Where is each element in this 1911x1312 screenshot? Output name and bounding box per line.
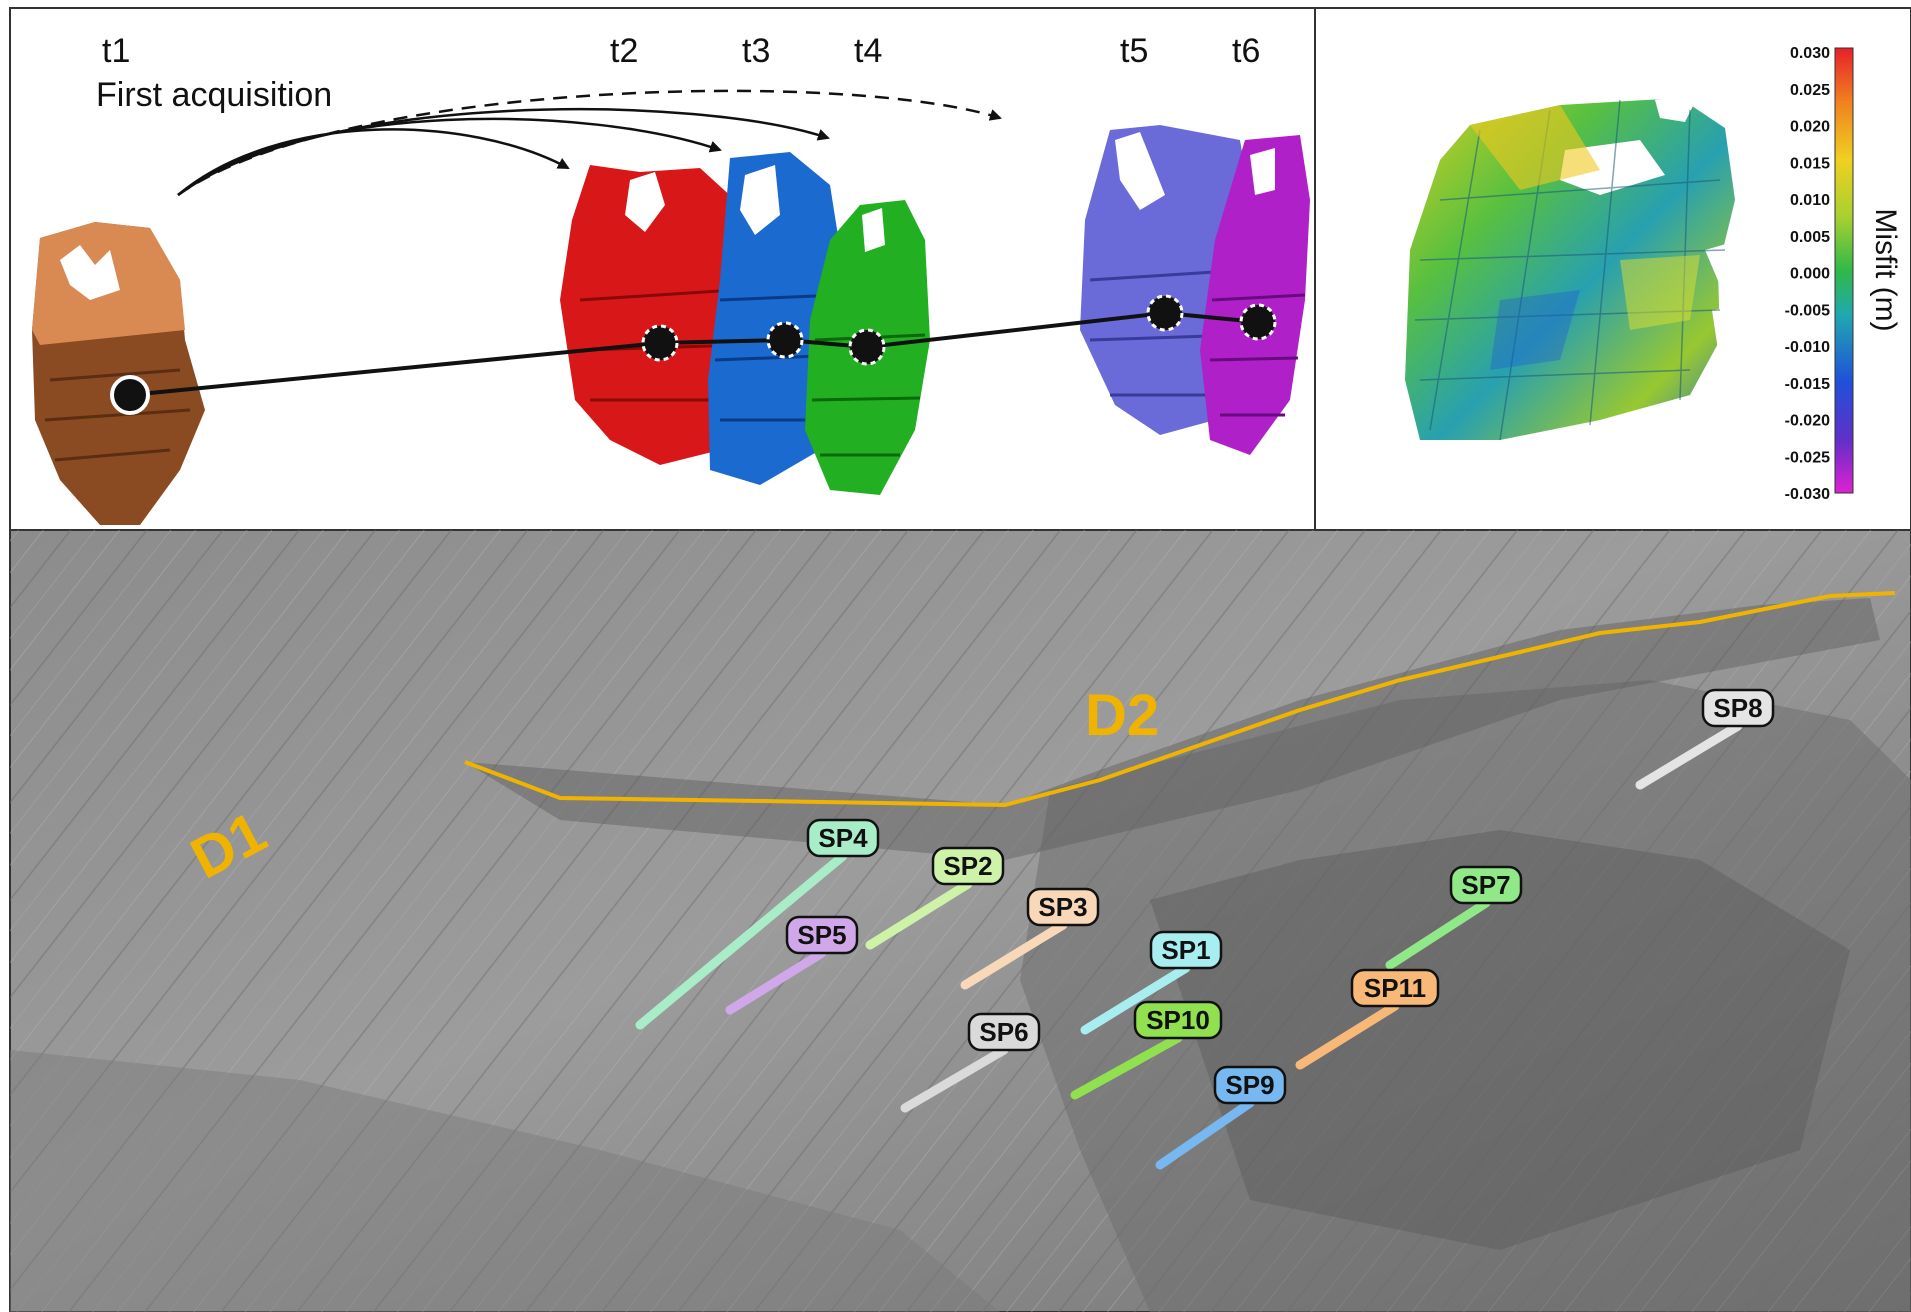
arrow-to-t4 — [177, 107, 830, 197]
colorbar-tick-label: 0.025 — [1790, 82, 1830, 99]
time-label-t3: t3 — [742, 32, 770, 70]
colorbar-ticks: 0.030 0.025 0.020 0.015 0.010 0.005 0.000 -0.00… — [1785, 45, 1830, 503]
point-t1 — [110, 375, 150, 415]
sensor-point-sp1: SP1 — [1080, 930, 1223, 1035]
point-t2 — [641, 324, 679, 362]
colorbar-tick-label: -0.020 — [1785, 413, 1830, 430]
first-acquisition-label: First acquisition — [96, 76, 332, 114]
sensor-label-text: SP9 — [1225, 1070, 1274, 1100]
sensor-label-box — [931, 846, 1005, 886]
sensor-label-text: SP5 — [797, 920, 846, 950]
sensor-label-box — [1350, 968, 1440, 1008]
sensor-point-sp2: SP2 — [865, 846, 1005, 950]
colorbar-tick-label: -0.010 — [1785, 339, 1830, 356]
sensor-stick — [1385, 898, 1491, 970]
rock-block-t1 — [32, 222, 205, 525]
point-t6 — [1239, 303, 1277, 341]
sensor-label-box — [1701, 688, 1775, 728]
boundary-line — [464, 591, 1896, 808]
sensor-label-text: SP8 — [1713, 693, 1762, 723]
time-label-t4: t4 — [854, 32, 882, 70]
sensor-stick — [1295, 1001, 1400, 1070]
time-label-t5: t5 — [1120, 32, 1148, 70]
arrow-to-t2 — [177, 128, 570, 196]
sensor-point-sp3: SP3 — [960, 887, 1100, 990]
colorbar-scale — [1834, 47, 1854, 494]
colorbar-tick-label: -0.015 — [1785, 376, 1830, 393]
colorbar-tick-label: 0.005 — [1790, 229, 1830, 246]
sensor-stick — [900, 1045, 1009, 1113]
sensor-point-sp10: SP10 — [1070, 1000, 1223, 1100]
sensor-stick — [1070, 1033, 1183, 1100]
colorbar-tick-label: 0.015 — [1790, 155, 1830, 172]
sensor-point-sp8: SP8 — [1635, 688, 1775, 790]
sensor-point-layer: SP1 SP2 SP3 SP4 SP5 SP6 SP7 SP8 SP9 SP10 SP11 — [635, 688, 1775, 1170]
sensor-stick — [960, 920, 1068, 990]
time-series-panel: t1 t2 t3 t4 t5 t6 First acquisition — [9, 7, 1316, 531]
sensor-stick — [1080, 963, 1191, 1035]
sensor-stick — [725, 948, 827, 1015]
rock-block-t6 — [1200, 135, 1310, 455]
colorbar-tick-label: -0.025 — [1785, 449, 1830, 466]
time-label-t1: t1 — [102, 32, 130, 70]
sensor-stick — [1155, 1098, 1255, 1170]
sensor-label-text: SP10 — [1146, 1005, 1210, 1035]
division-label-d2: D2 — [1085, 683, 1159, 748]
sensor-point-sp5: SP5 — [725, 915, 859, 1015]
point-t4 — [848, 328, 886, 366]
sensor-label-box — [967, 1012, 1041, 1052]
sensor-stick — [865, 879, 973, 950]
sensor-label-box — [785, 915, 859, 955]
colorbar-tick-label: -0.005 — [1785, 302, 1830, 319]
sensor-label-box — [1133, 1000, 1223, 1040]
colorbar-tick-label: -0.030 — [1785, 486, 1830, 503]
time-label-t2: t2 — [610, 32, 638, 70]
arrow-dashed-future — [177, 89, 1002, 197]
sensor-stick — [1635, 721, 1743, 790]
sensor-point-sp4: SP4 — [635, 818, 880, 1030]
sensor-label-text: SP1 — [1161, 935, 1210, 965]
sensor-stick — [635, 851, 848, 1030]
sensor-point-sp11: SP11 — [1295, 968, 1440, 1070]
colorbar-title: Misfit (m) — [1869, 208, 1902, 331]
terrain-panel: D1 D2 SP1SP2SP3SP4SP5SP6SP7SP8SP9SP10SP1… — [9, 529, 1911, 1312]
colorbar-tick-label: 0.010 — [1790, 192, 1830, 209]
point-t3 — [766, 321, 804, 359]
time-label-t6: t6 — [1232, 32, 1260, 70]
sensor-label-text: SP2 — [943, 851, 992, 881]
sensor-label-text: SP6 — [979, 1017, 1028, 1047]
sensor-label-box — [1449, 865, 1523, 905]
colorbar-tick-label: 0.030 — [1790, 45, 1830, 62]
sensor-label-box — [1213, 1065, 1287, 1105]
sensor-label-box — [806, 818, 880, 858]
sensor-label-text: SP11 — [1364, 973, 1426, 1003]
misfit-mesh — [1405, 92, 1745, 441]
sensor-point-sp6: SP6 — [900, 1012, 1041, 1113]
sensor-label-box — [1026, 887, 1100, 927]
sensor-point-sp9: SP9 — [1155, 1065, 1287, 1170]
sensor-label-text: SP3 — [1038, 892, 1087, 922]
sensor-label-text: SP7 — [1461, 870, 1510, 900]
colorbar-tick-label: 0.020 — [1790, 119, 1830, 136]
colorbar-tick-label: 0.000 — [1790, 266, 1830, 283]
sensor-label-text: SP4 — [818, 823, 868, 853]
sensor-label-box — [1149, 930, 1223, 970]
point-t5 — [1146, 294, 1184, 332]
sensor-point-sp7: SP7 — [1385, 865, 1523, 970]
misfit-panel: 0.030 0.025 0.020 0.015 0.010 0.005 0.000 -0.00… — [1314, 7, 1911, 531]
debris-zone — [1020, 680, 1911, 1312]
